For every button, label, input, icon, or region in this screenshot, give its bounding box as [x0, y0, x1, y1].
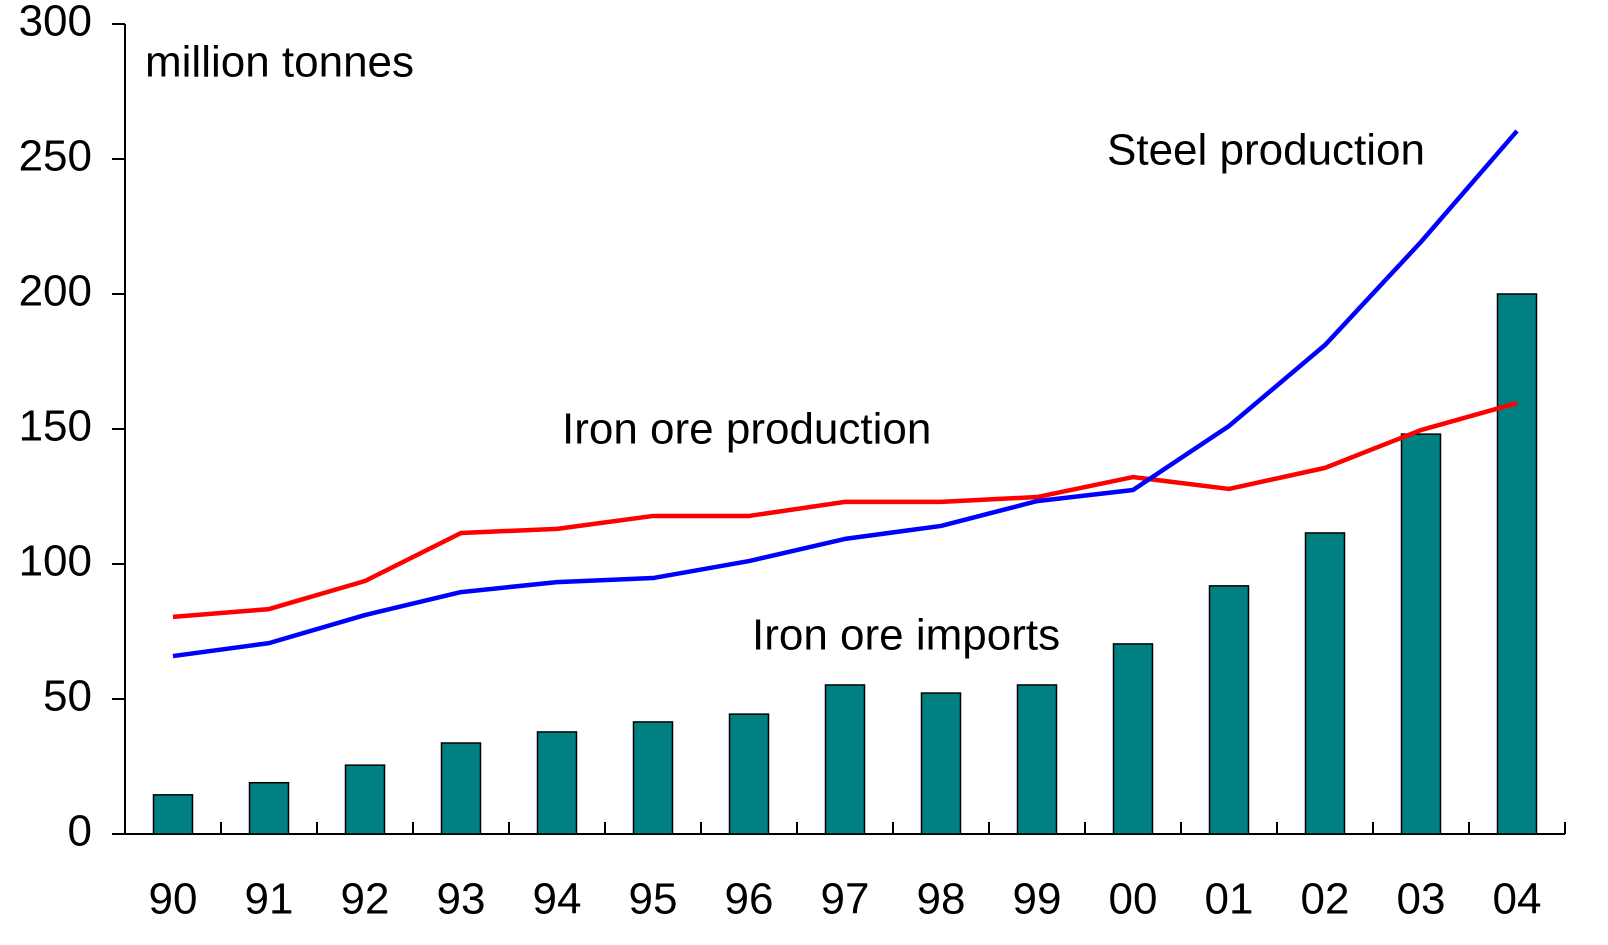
bar [632, 721, 674, 835]
x-tick-label: 92 [341, 875, 390, 924]
y-tick-label: 250 [19, 132, 92, 181]
y-tick-label: 200 [19, 267, 92, 316]
bar [824, 684, 866, 835]
line [172, 129, 1519, 659]
bar [1112, 643, 1154, 835]
series-label: Steel production [1107, 126, 1425, 175]
x-tick-label: 00 [1109, 875, 1158, 924]
x-tick-label: 98 [917, 875, 966, 924]
bar [1016, 684, 1058, 835]
bar [1496, 293, 1538, 835]
y-tick-label: 50 [43, 672, 92, 721]
unit-label: million tonnes [145, 38, 414, 87]
x-tick-label: 97 [821, 875, 870, 924]
bar [1400, 433, 1442, 835]
x-tick-label: 91 [245, 875, 294, 924]
bar [248, 781, 290, 835]
y-tick-label: 100 [19, 537, 92, 586]
x-tick-label: 04 [1493, 875, 1542, 924]
x-tick-label: 90 [149, 875, 198, 924]
bar [440, 742, 482, 835]
bar [1208, 585, 1250, 835]
x-tick-label: 94 [533, 875, 582, 924]
x-tick-label: 01 [1205, 875, 1254, 924]
y-tick-label: 0 [68, 807, 92, 856]
x-tick-label: 93 [437, 875, 486, 924]
x-tick-label: 99 [1013, 875, 1062, 924]
x-tick-label: 96 [725, 875, 774, 924]
line [172, 400, 1518, 620]
bar [920, 692, 962, 835]
series-label: Iron ore imports [752, 611, 1060, 660]
y-tick-label: 150 [19, 402, 92, 451]
y-tick-label: 300 [19, 0, 92, 46]
series-label: Iron ore production [562, 405, 931, 454]
bar [344, 764, 386, 835]
bar [1304, 532, 1346, 835]
bar [152, 794, 194, 835]
x-tick-label: 95 [629, 875, 678, 924]
bar [536, 731, 578, 835]
x-tick-label: 02 [1301, 875, 1350, 924]
bar [728, 713, 770, 835]
x-tick-label: 03 [1397, 875, 1446, 924]
